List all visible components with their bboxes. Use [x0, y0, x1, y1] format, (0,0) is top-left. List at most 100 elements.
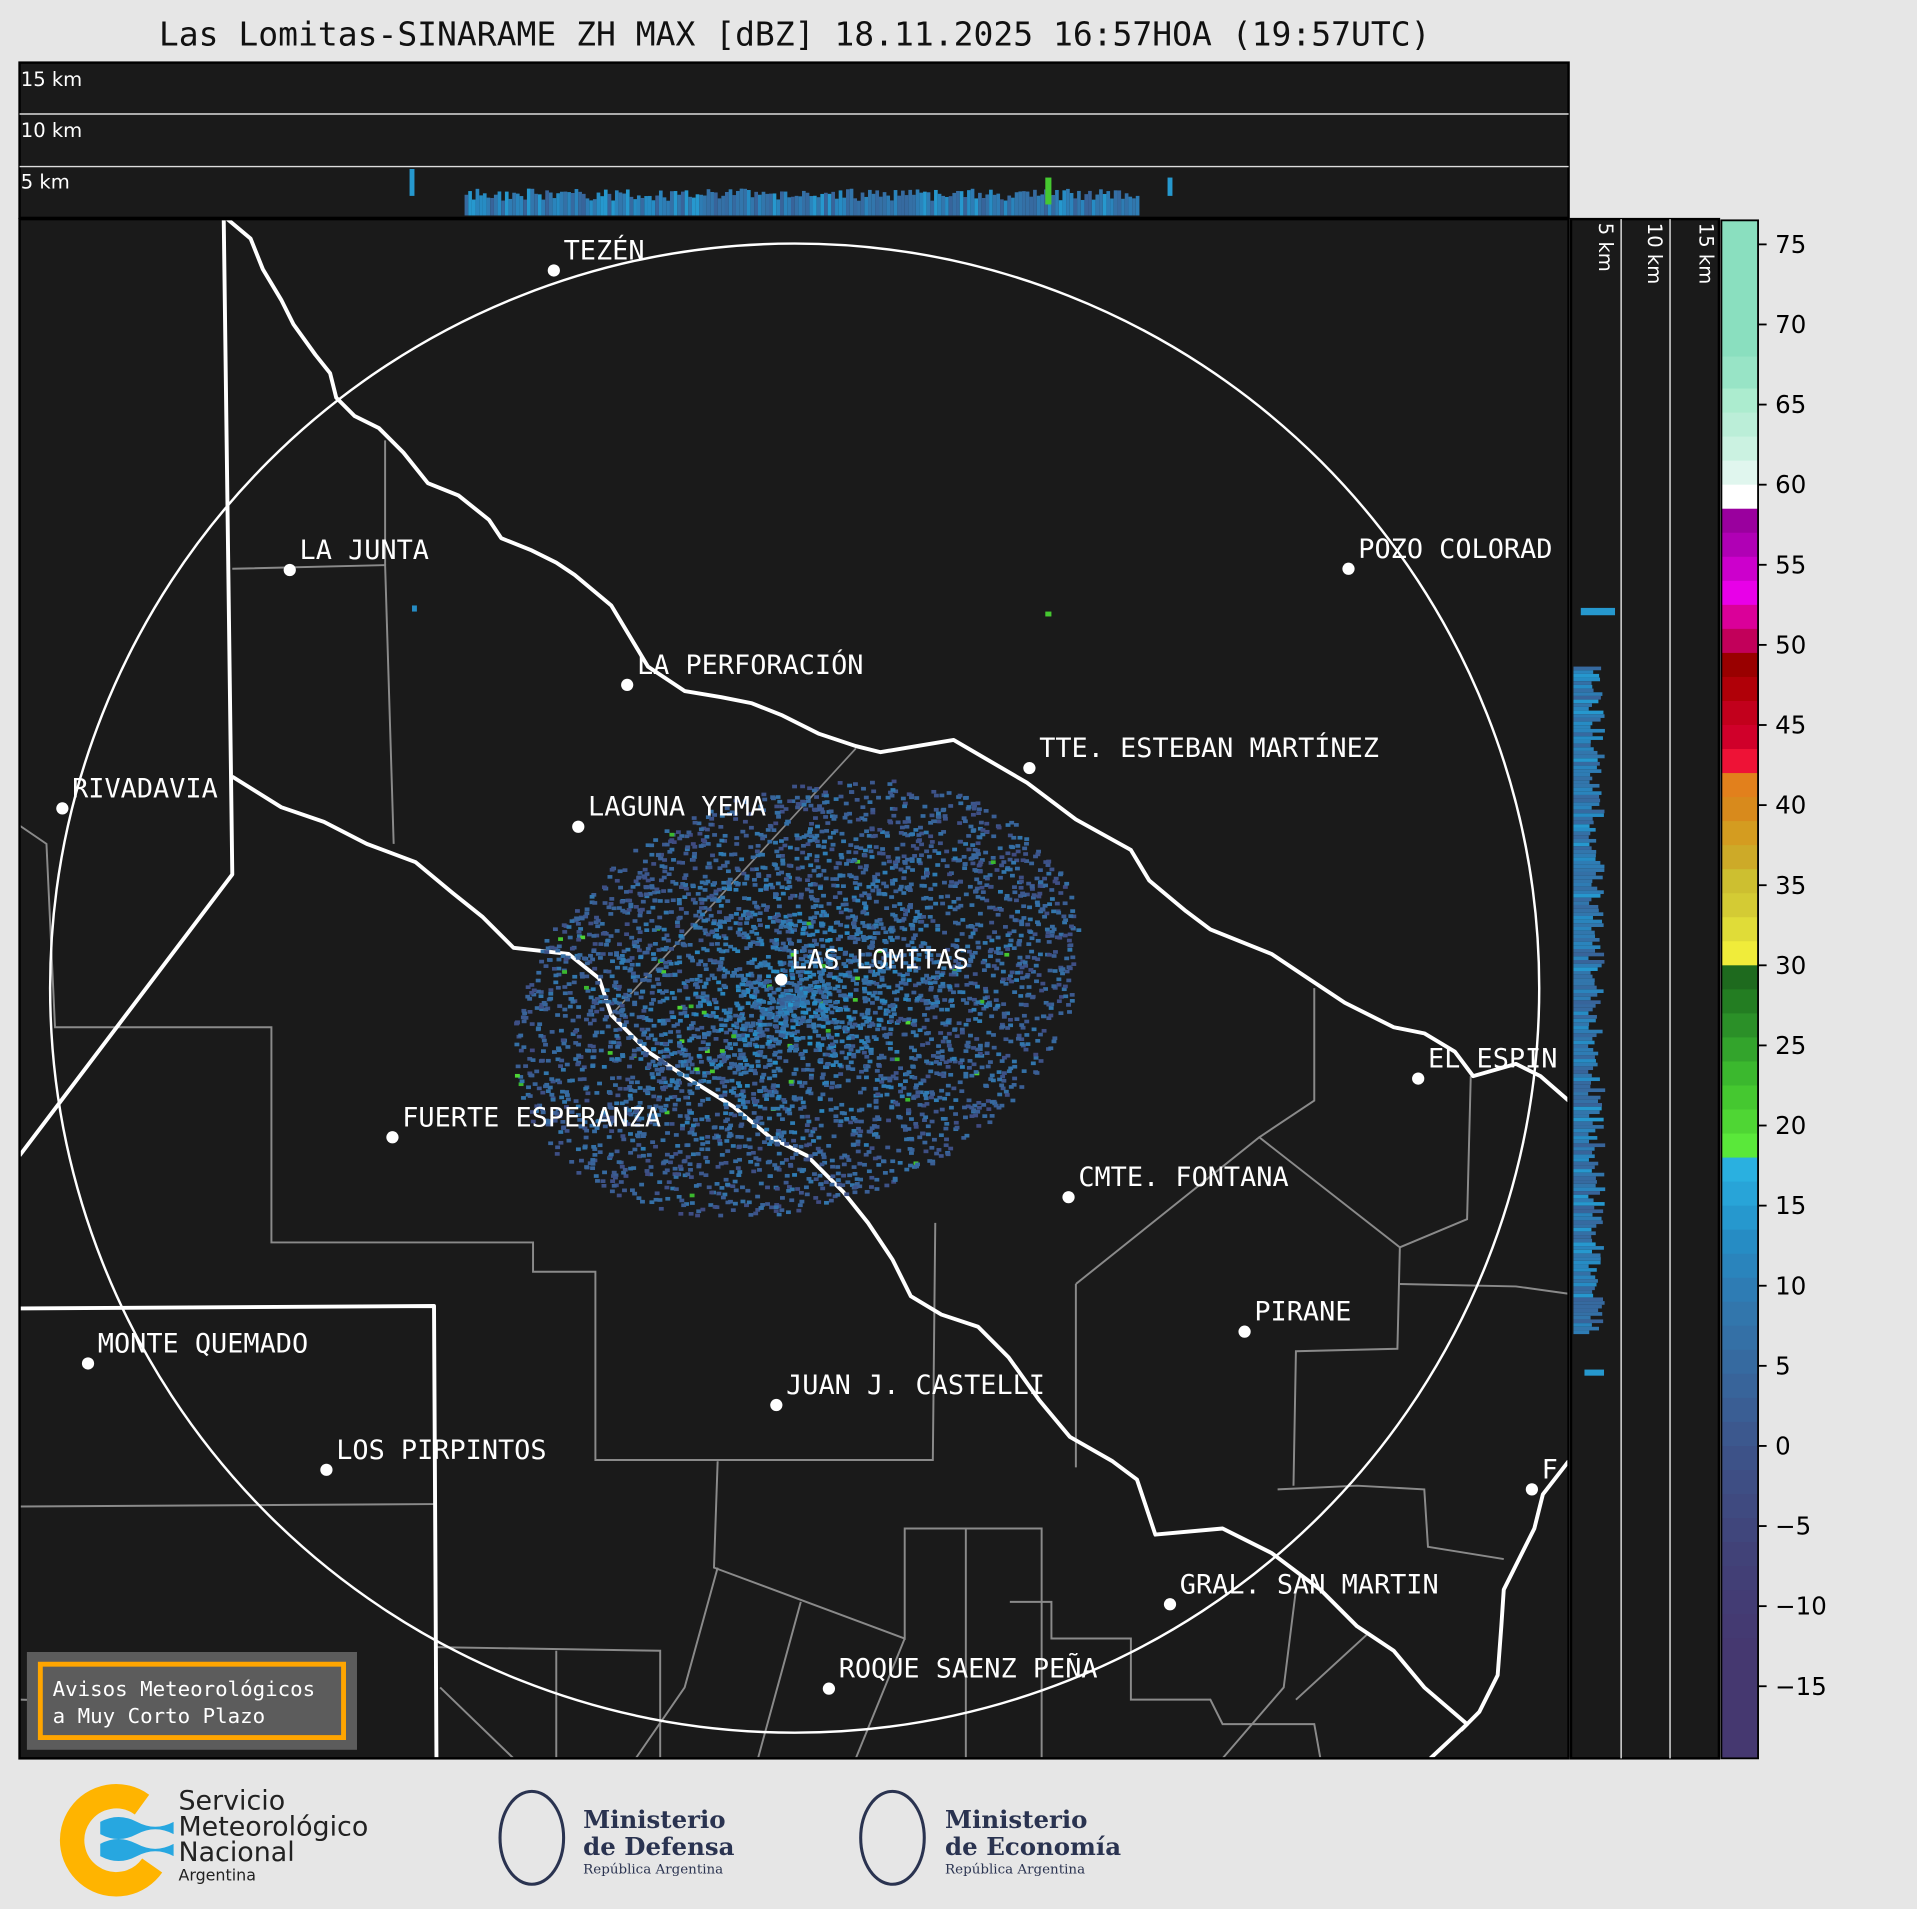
city-label: POZO COLORAD [1358, 534, 1552, 565]
echo-pixel [756, 874, 762, 878]
echo-pixel [798, 1106, 804, 1111]
echo-pixel [816, 951, 822, 956]
echo-row [1573, 886, 1598, 891]
echo-pixel [911, 990, 917, 995]
echo-pixel [847, 908, 853, 913]
echo-pixel [676, 898, 682, 902]
echo-column [923, 191, 927, 216]
echo-column [1117, 190, 1122, 216]
echo-pixel [813, 942, 819, 947]
echo-row [1580, 607, 1616, 616]
echo-pixel [530, 1119, 536, 1124]
echo-pixel [852, 940, 858, 945]
echo-column [849, 188, 854, 216]
echo-pixel [862, 999, 868, 1004]
echo-pixel [766, 974, 771, 979]
echo-pixel [553, 973, 559, 978]
echo-pixel [894, 846, 900, 851]
echo-pixel [811, 972, 817, 977]
echo-pixel [698, 897, 704, 902]
echo-pixel [800, 1056, 806, 1061]
echo-pixel [663, 910, 669, 915]
warning-box[interactable]: Avisos Meteorológicos a Muy Corto Plazo [26, 1651, 357, 1750]
echo-pixel [569, 1110, 575, 1114]
echo-pixel [858, 1177, 864, 1182]
echo-column [486, 197, 491, 216]
echo-pixel [732, 852, 738, 857]
echo-pixel [936, 851, 942, 855]
echo-column [691, 197, 696, 216]
echo-pixel [910, 926, 915, 931]
echo-pixel [649, 1200, 655, 1205]
echo-pixel [855, 976, 860, 981]
echo-row [1573, 772, 1591, 777]
echo-pixel [658, 856, 664, 861]
echo-pixel [850, 1044, 856, 1048]
echo-pixel [834, 1084, 840, 1089]
echo-pixel [1012, 990, 1018, 994]
colorbar-band [1721, 1133, 1759, 1159]
echo-pixel [806, 988, 812, 993]
echo-pixel [783, 1016, 789, 1020]
echo-pixel [767, 1089, 773, 1094]
echo-pixel [829, 1035, 834, 1040]
echo-pixel [783, 1180, 789, 1185]
echo-pixel [808, 1133, 814, 1138]
echo-pixel [559, 1058, 565, 1063]
echo-pixel [697, 1102, 703, 1107]
echo-pixel [881, 1026, 887, 1031]
echo-pixel [846, 1015, 852, 1019]
echo-pixel [840, 1183, 846, 1188]
echo-pixel [742, 1037, 748, 1041]
echo-pixel [716, 843, 722, 848]
echo-pixel [716, 1191, 722, 1196]
echo-pixel [945, 947, 951, 952]
echo-pixel [844, 924, 850, 929]
echo-pixel [675, 1143, 681, 1148]
echo-pixel [586, 1012, 592, 1017]
echo-pixel [695, 1086, 700, 1090]
echo-column [581, 193, 586, 216]
echo-row [1573, 747, 1594, 751]
echo-pixel [553, 946, 559, 951]
echo-pixel [785, 819, 791, 824]
echo-pixel [964, 1133, 970, 1138]
echo-pixel [792, 1130, 798, 1135]
city-label: MONTE QUEMADO [98, 1328, 308, 1359]
echo-pixel [913, 1125, 919, 1129]
echo-pixel [707, 958, 713, 962]
echo-pixel [622, 868, 628, 872]
echo-pixel [883, 940, 889, 945]
echo-pixel [770, 885, 775, 890]
echo-pixel [597, 956, 603, 960]
echo-pixel [646, 1153, 652, 1157]
echo-pixel [733, 1159, 739, 1164]
echo-row [1573, 1246, 1604, 1250]
echo-pixel [629, 1188, 635, 1193]
echo-pixel [673, 1187, 679, 1191]
echo-pixel [532, 1082, 538, 1086]
echo-pixel [885, 953, 890, 958]
echo-pixel [790, 799, 796, 804]
echo-pixel [904, 993, 910, 998]
echo-column [1084, 194, 1089, 216]
echo-pixel [814, 833, 820, 838]
echo-column [578, 191, 582, 216]
echo-pixel [607, 1091, 613, 1095]
echo-pixel [648, 1172, 654, 1177]
echo-pixel [534, 1006, 540, 1010]
echo-pixel [864, 829, 870, 834]
echo-pixel [826, 1143, 832, 1148]
echo-pixel [590, 1158, 596, 1162]
echo-pixel [810, 943, 816, 948]
echo-pixel [757, 1104, 763, 1109]
echo-pixel [987, 905, 992, 910]
echo-pixel [873, 1105, 879, 1110]
echo-pixel [1068, 943, 1074, 948]
city-marker: LAGUNA YEMA [572, 792, 766, 833]
echo-pixel [809, 956, 814, 961]
echo-pixel [872, 874, 878, 879]
city-marker: TTE. ESTEBAN MARTÍNEZ [1023, 732, 1379, 775]
echo-pixel [723, 916, 729, 920]
